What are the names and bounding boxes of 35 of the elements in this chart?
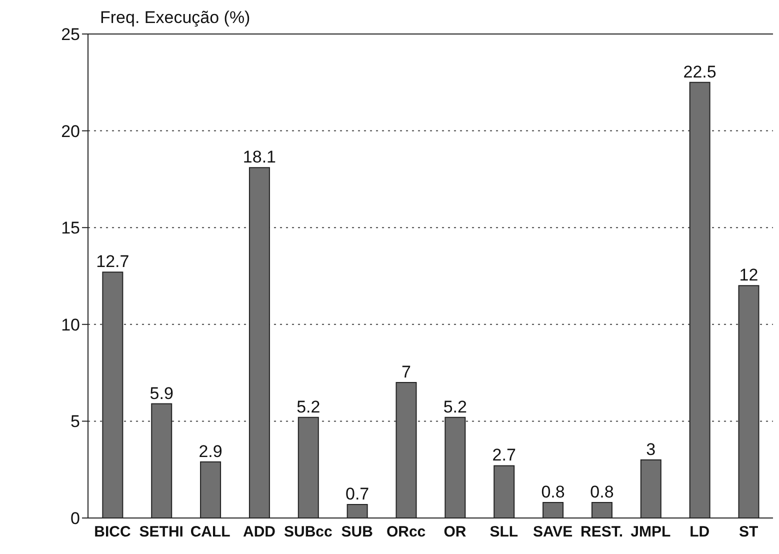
data-label: 0.8 bbox=[541, 482, 565, 502]
x-tick-label: REST. bbox=[580, 524, 624, 541]
data-label: 5.9 bbox=[150, 384, 174, 403]
data-label: 7 bbox=[402, 362, 411, 382]
y-tick-label: 20 bbox=[61, 122, 80, 141]
x-tick-label: ORcc bbox=[386, 524, 426, 541]
data-label: 5.2 bbox=[443, 397, 467, 416]
x-tick-label: JMPL bbox=[630, 524, 671, 541]
y-tick-label: 0 bbox=[70, 509, 80, 528]
y-axis-title: Freq. Execução (%) bbox=[100, 8, 250, 28]
data-label: 18.1 bbox=[242, 148, 276, 167]
data-label: 12.7 bbox=[96, 252, 130, 272]
x-tick-label: SAVE bbox=[532, 524, 573, 541]
data-label: 12 bbox=[739, 266, 758, 285]
data-label: 3 bbox=[646, 440, 656, 459]
data-label: 2.7 bbox=[492, 446, 516, 465]
y-tick-label: 5 bbox=[70, 412, 80, 432]
data-label: 2.9 bbox=[198, 442, 222, 461]
x-tick-label: SUBcc bbox=[284, 524, 332, 541]
x-tick-label: OR bbox=[444, 524, 466, 541]
x-tick-label: ST bbox=[738, 524, 758, 541]
x-tick-label: SETHI bbox=[139, 524, 184, 541]
x-tick-label: LD bbox=[690, 524, 710, 541]
data-label: 0.7 bbox=[346, 484, 370, 504]
y-tick-label: 15 bbox=[61, 218, 80, 238]
x-tick-label: BICC bbox=[94, 524, 131, 541]
data-label: 22.5 bbox=[683, 62, 716, 82]
x-tick-label: ADD bbox=[243, 524, 276, 541]
data-label: 5.2 bbox=[296, 397, 320, 416]
x-tick-label: SLL bbox=[490, 524, 518, 541]
y-tick-label: 10 bbox=[61, 315, 80, 334]
data-label: 0.8 bbox=[590, 482, 614, 502]
y-tick-label: 25 bbox=[61, 25, 80, 44]
x-tick-label: SUB bbox=[341, 524, 374, 541]
x-tick-label: CALL bbox=[190, 524, 230, 541]
